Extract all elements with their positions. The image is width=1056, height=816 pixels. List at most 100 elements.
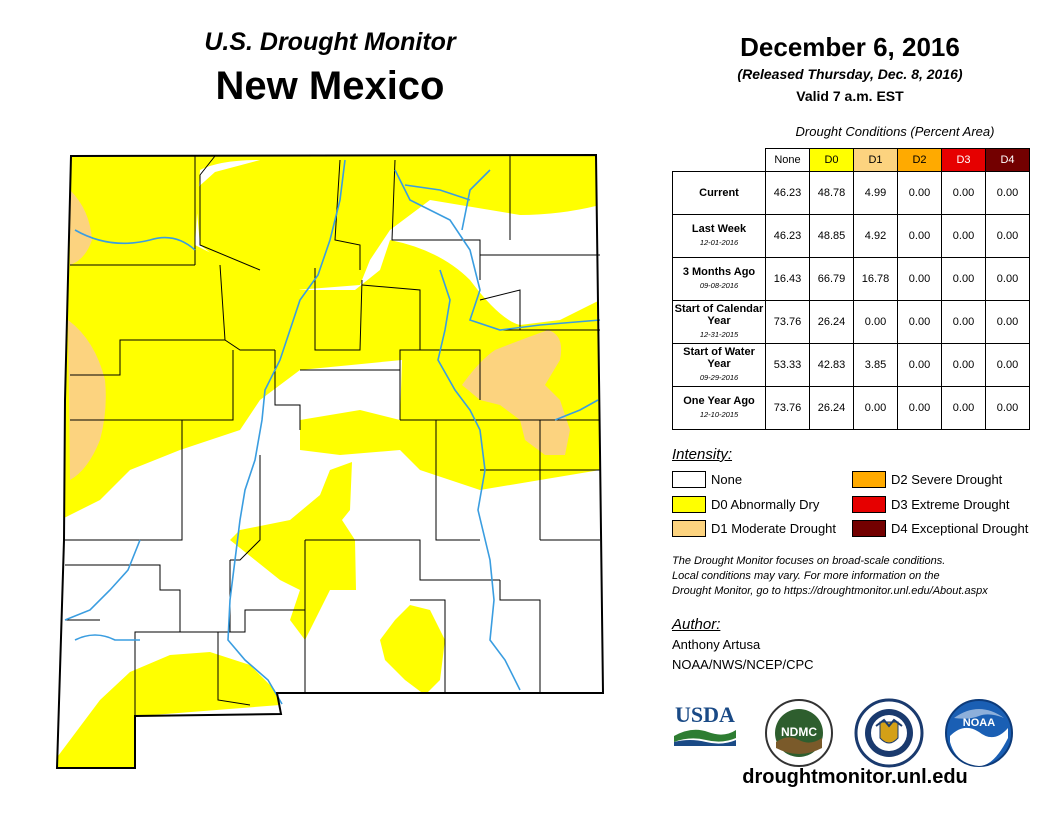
legend-swatch-d1 — [672, 520, 706, 537]
table-row: Current 46.23 48.78 4.99 0.00 0.00 0.00 — [672, 171, 1030, 215]
valid-date: December 6, 2016 — [740, 32, 960, 62]
noaa-logo[interactable]: NOAA — [944, 698, 1014, 768]
county-line — [70, 264, 226, 376]
d1-area-northwest — [70, 190, 92, 265]
table-cell: 0.00 — [985, 343, 1030, 387]
row-date: 12-31-2015 — [699, 330, 739, 339]
legend-swatch-d4 — [852, 520, 886, 537]
county-line — [230, 609, 305, 633]
table-cell: 0.00 — [985, 171, 1030, 215]
county-line — [499, 580, 541, 693]
table-cell: 0.00 — [853, 386, 898, 430]
table-cell: 48.78 — [809, 171, 854, 215]
county-line — [314, 268, 363, 351]
d0-area-southeast-patch — [380, 605, 445, 695]
canadian-river — [394, 169, 601, 331]
row-label: 3 Months Ago 09-08-2016 — [672, 257, 766, 301]
column-header-d3: D3 — [941, 148, 986, 172]
row-date: 09-08-2016 — [699, 281, 739, 290]
table-row: 3 Months Ago 09-08-2016 16.43 66.79 16.78… — [672, 257, 1030, 301]
table-cell: 73.76 — [765, 300, 810, 344]
table-cell: 46.23 — [765, 214, 810, 258]
table-cell: 3.85 — [853, 343, 898, 387]
commerce-seal-logo[interactable] — [854, 698, 924, 768]
note-line: The Drought Monitor focuses on broad-sca… — [672, 555, 946, 567]
legend-label-d3: D3 Extreme Drought — [891, 497, 1010, 512]
map-title: New Mexico — [215, 64, 445, 108]
county-line — [181, 350, 234, 470]
table-cell: 16.78 — [853, 257, 898, 301]
author-organization: NOAA/NWS/NCEP/CPC — [672, 657, 814, 672]
state-border — [55, 153, 605, 769]
table-cell: 66.79 — [809, 257, 854, 301]
table-cell: 0.00 — [897, 343, 942, 387]
county-line — [199, 155, 261, 271]
legend-label-d4: D4 Exceptional Drought — [891, 521, 1029, 536]
table-cell: 26.24 — [809, 386, 854, 430]
gila-river — [64, 539, 141, 621]
county-line — [435, 470, 480, 541]
table-cell: 4.99 — [853, 171, 898, 215]
county-line — [274, 350, 301, 430]
website-url[interactable]: droughtmonitor.unl.edu — [742, 766, 968, 788]
san-juan-river — [74, 229, 196, 251]
table-row: One Year Ago 12-10-2015 73.76 26.24 0.00 … — [672, 386, 1030, 430]
row-label-text: One Year Ago — [683, 395, 755, 407]
d0-area-central-strip — [230, 462, 356, 640]
table-cell: 0.00 — [897, 171, 942, 215]
county-line — [479, 289, 521, 330]
ndmc-logo[interactable]: NDMC — [764, 698, 834, 768]
county-line — [217, 632, 251, 706]
county-line — [65, 564, 181, 632]
table-cell: 0.00 — [941, 300, 986, 344]
row-label: Last Week 12-01-2016 — [672, 214, 766, 258]
drought-conditions-table: None D0 D1 D2 D3 D4 Current 46.23 48.78 … — [672, 148, 1030, 430]
release-date: (Released Thursday, Dec. 8, 2016) — [737, 66, 963, 82]
table-cell: 26.24 — [809, 300, 854, 344]
pecos-river — [437, 269, 521, 691]
table-cell: 48.85 — [809, 214, 854, 258]
table-cell: 4.92 — [853, 214, 898, 258]
d1-area-east — [462, 330, 570, 455]
row-label-text: Start of Calendar Year — [674, 303, 764, 327]
row-label-text: 3 Months Ago — [682, 266, 756, 278]
legend-swatch-d0 — [672, 496, 706, 513]
county-line — [65, 470, 183, 541]
table-cell: 0.00 — [897, 257, 942, 301]
table-cell: 0.00 — [985, 257, 1030, 301]
table-cell: 0.00 — [897, 214, 942, 258]
rivers — [64, 159, 601, 705]
valid-time: Valid 7 a.m. EST — [796, 88, 904, 104]
table-header-row: None D0 D1 D2 D3 D4 — [673, 148, 1030, 172]
column-header-none: None — [765, 148, 810, 172]
table-cell: 0.00 — [941, 343, 986, 387]
map-subtitle: U.S. Drought Monitor — [204, 28, 456, 56]
table-row: Last Week 12-01-2016 46.23 48.85 4.92 0.0… — [672, 214, 1030, 258]
row-label: Current — [672, 171, 766, 215]
county-line — [334, 159, 361, 270]
column-header-d0: D0 — [809, 148, 854, 172]
table-row: Start of Calendar Year 12-31-2015 73.76 2… — [672, 300, 1030, 344]
table-cell: 0.00 — [941, 214, 986, 258]
county-line — [224, 339, 275, 351]
legend-swatch-none — [672, 471, 706, 488]
county-line — [391, 159, 481, 280]
row-label: Start of Water Year 09-29-2016 — [672, 343, 766, 387]
rio-grande-river — [227, 159, 346, 705]
noaa-logo-text: NOAA — [963, 717, 995, 729]
table-corner — [673, 149, 766, 172]
table-cell: 0.00 — [853, 300, 898, 344]
table-row: Start of Water Year 09-29-2016 53.33 42.8… — [672, 343, 1030, 387]
usda-logo[interactable]: USDA — [672, 702, 738, 748]
canadian-tributary — [461, 169, 491, 231]
ndmc-logo-text: NDMC — [781, 725, 817, 739]
disclaimer-note: The Drought Monitor focuses on broad-sca… — [672, 554, 1052, 599]
column-header-d1: D1 — [853, 148, 898, 172]
table-cell: 16.43 — [765, 257, 810, 301]
row-label: One Year Ago 12-10-2015 — [672, 386, 766, 430]
table-cell: 0.00 — [897, 386, 942, 430]
legend-label-none: None — [711, 472, 743, 487]
legend-label-d0: D0 Abnormally Dry — [711, 497, 820, 512]
table-cell: 0.00 — [985, 214, 1030, 258]
column-header-d2: D2 — [897, 148, 942, 172]
